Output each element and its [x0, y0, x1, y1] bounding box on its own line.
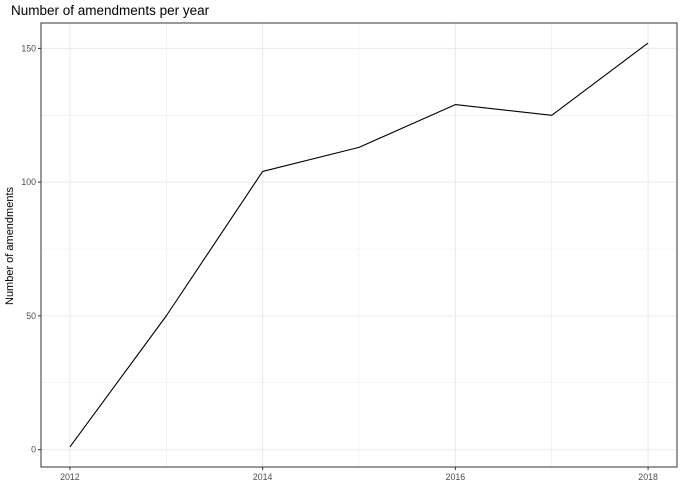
- y-tick-label-100: 100: [21, 177, 36, 187]
- chart-title: Number of amendments per year: [11, 3, 210, 18]
- x-tick-label-2016: 2016: [446, 472, 466, 482]
- y-tick-label-150: 150: [21, 43, 36, 53]
- series-line-0: [69, 42, 649, 448]
- y-tick-label-50: 50: [26, 311, 36, 321]
- x-tick-label-2012: 2012: [60, 472, 80, 482]
- x-tick-label-2018: 2018: [638, 472, 658, 482]
- y-axis: 0 50 100 150: [21, 43, 41, 455]
- x-axis: 2012 2014 2016 2018: [60, 467, 658, 482]
- major-gridlines: [41, 23, 677, 467]
- y-tick-label-0: 0: [31, 445, 36, 455]
- panel-border: [40, 22, 678, 468]
- x-tick-label-2014: 2014: [253, 472, 273, 482]
- series-group: [69, 42, 649, 448]
- minor-gridlines: [41, 23, 677, 467]
- y-axis-label: Number of amendments: [4, 187, 16, 305]
